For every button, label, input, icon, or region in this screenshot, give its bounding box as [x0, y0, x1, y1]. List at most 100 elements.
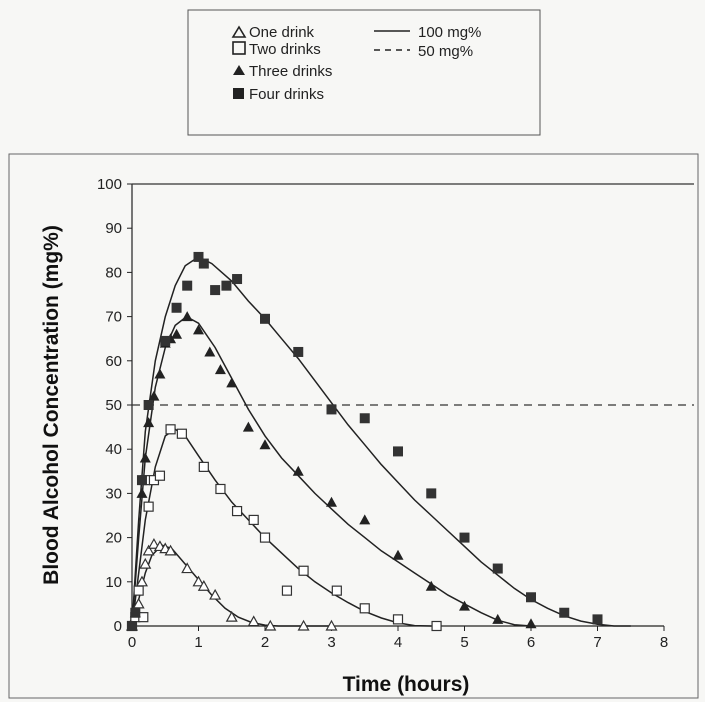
point-four-drinks: [559, 607, 570, 618]
point-four-drinks: [232, 274, 243, 285]
legend-label-four-drinks: Four drinks: [249, 86, 324, 103]
point-three-drinks: [259, 439, 271, 450]
point-four-drinks: [359, 413, 370, 424]
legend-label-100mg: 100 mg%: [418, 24, 481, 41]
point-three-drinks: [136, 487, 148, 498]
x-tick-label: 7: [593, 634, 601, 651]
x-tick-label: 3: [327, 634, 335, 651]
point-four-drinks: [136, 475, 147, 486]
point-four-drinks: [198, 258, 209, 269]
point-four-drinks: [260, 313, 270, 324]
fitted-curves: [131, 256, 631, 627]
point-three-drinks: [226, 377, 238, 388]
point-four-drinks: [182, 280, 193, 291]
y-tick-label: 50: [105, 397, 122, 414]
point-four-drinks: [492, 563, 503, 574]
point-three-drinks: [492, 613, 504, 624]
legend-open-square-icon: [232, 41, 246, 55]
y-tick-label: 40: [105, 441, 122, 458]
point-one-drink: [225, 610, 238, 622]
y-tick-label: 80: [105, 264, 122, 281]
point-two-drinks: [198, 461, 209, 472]
y-tick-label: 0: [114, 618, 122, 635]
point-two-drinks: [431, 620, 442, 632]
point-one-drink: [147, 537, 160, 549]
point-four-drinks: [393, 446, 403, 457]
point-one-drink: [197, 579, 210, 591]
point-four-drinks: [210, 285, 221, 296]
point-four-drinks: [127, 621, 137, 631]
y-tick-label: 60: [105, 353, 122, 370]
point-four-drinks: [193, 251, 204, 262]
legend-label-one-drink: One drink: [249, 24, 315, 41]
x-tick-label: 0: [128, 634, 136, 651]
point-two-drinks: [281, 585, 293, 596]
point-two-drinks: [259, 532, 271, 543]
curve-two-drinks: [131, 428, 432, 627]
point-one-drink: [181, 562, 194, 574]
point-four-drinks: [221, 280, 232, 291]
y-tick-label: 10: [105, 574, 122, 591]
y-tick-label: 20: [105, 530, 122, 547]
point-three-drinks: [359, 514, 371, 525]
point-three-drinks: [204, 346, 216, 357]
x-tick-label: 5: [460, 634, 468, 651]
point-two-drinks: [154, 470, 166, 481]
point-three-drinks: [143, 417, 155, 428]
y-axis-label: Blood Alcohol Concentration (mg%): [40, 225, 63, 585]
curve-three-drinks: [131, 315, 532, 627]
point-three-drinks: [326, 496, 337, 507]
point-three-drinks: [459, 600, 470, 611]
point-three-drinks: [392, 549, 404, 560]
point-three-drinks: [154, 368, 166, 379]
point-two-drinks: [133, 585, 144, 596]
point-one-drink: [297, 619, 310, 631]
point-two-drinks: [248, 514, 259, 526]
curve-four-drinks: [131, 256, 631, 627]
legend-label-50mg: 50 mg%: [418, 43, 473, 60]
point-four-drinks: [592, 614, 603, 625]
point-four-drinks: [171, 302, 182, 313]
point-two-drinks: [331, 585, 342, 596]
point-four-drinks: [160, 335, 171, 346]
point-three-drinks: [525, 618, 537, 629]
point-one-drink: [209, 588, 222, 600]
legend-filled-triangle-icon: [233, 65, 245, 75]
point-two-drinks: [176, 428, 187, 439]
point-four-drinks: [326, 404, 337, 415]
point-three-drinks: [193, 324, 204, 335]
point-one-drink: [247, 615, 260, 627]
data-points: [125, 251, 603, 632]
point-two-drinks: [298, 565, 309, 576]
point-one-drink: [192, 575, 205, 587]
y-tick-label: 90: [105, 220, 122, 237]
y-tick-label: 70: [105, 309, 122, 326]
y-tick-label: 30: [105, 485, 122, 502]
legend-filled-square-icon: [233, 88, 244, 99]
point-four-drinks: [426, 488, 437, 499]
chart-frame: [8, 153, 699, 699]
point-two-drinks: [392, 614, 404, 625]
point-three-drinks: [181, 311, 193, 322]
x-axis-label: Time (hours): [343, 673, 470, 696]
point-four-drinks: [293, 346, 304, 357]
point-three-drinks: [242, 421, 254, 432]
point-three-drinks: [292, 465, 304, 476]
point-three-drinks: [139, 452, 151, 463]
x-tick-label: 8: [660, 634, 668, 651]
point-two-drinks: [215, 483, 226, 495]
y-tick-label: 100: [97, 176, 122, 193]
point-one-drink: [142, 544, 155, 556]
point-four-drinks: [459, 532, 470, 543]
legend-label-two-drinks: Two drinks: [249, 41, 321, 58]
point-three-drinks: [214, 364, 226, 375]
point-two-drinks: [165, 424, 176, 435]
x-tick-label: 1: [194, 634, 202, 651]
point-three-drinks: [148, 390, 160, 401]
x-tick-label: 6: [527, 634, 535, 651]
point-four-drinks: [526, 592, 536, 603]
point-one-drink: [164, 544, 177, 556]
x-tick-label: 4: [394, 634, 402, 651]
